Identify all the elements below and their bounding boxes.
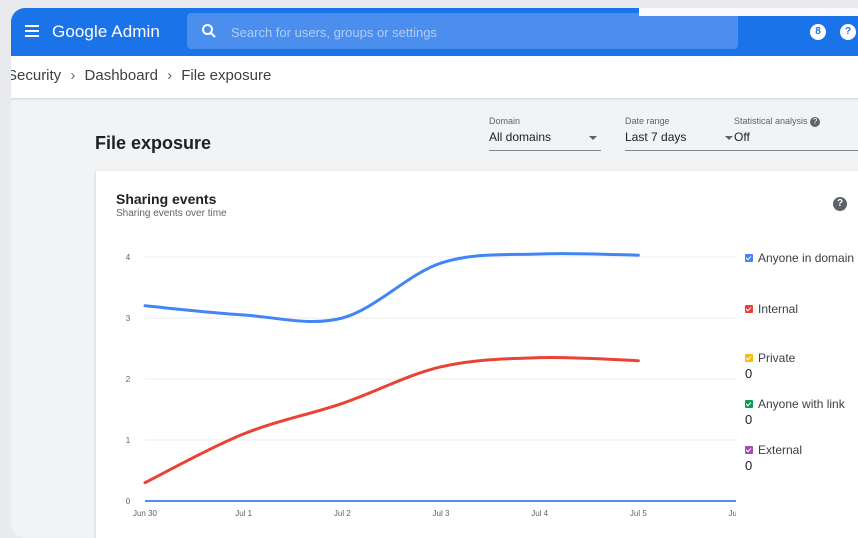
x-tick-label: Jul 6: [729, 509, 736, 518]
legend-count: 0: [745, 366, 753, 381]
sharing-events-chart: 0 1 2 3 4 Jun 30 Jul 1 Jul 2 Jul 3 Jul 4 Jul 5 Jul …: [126, 252, 736, 518]
x-tick-label: Jul 3: [433, 509, 450, 518]
statistical-analysis-select[interactable]: Off: [734, 128, 858, 151]
legend-count: 0: [745, 458, 753, 473]
dropdown-arrow-icon: [589, 136, 597, 140]
checkbox-icon[interactable]: [745, 305, 753, 313]
search-input[interactable]: [229, 21, 713, 43]
checkbox-icon[interactable]: [745, 400, 753, 408]
statistical-analysis-label-text: Statistical analysis: [734, 116, 808, 126]
legend-row: Private: [745, 351, 795, 365]
sharing-events-card: Sharing events Sharing events over time …: [96, 171, 858, 538]
checkbox-icon[interactable]: [745, 254, 753, 262]
legend-row: External: [745, 443, 802, 457]
x-tick-label: Jun 30: [133, 509, 158, 518]
page-title: File exposure: [95, 133, 212, 153]
help-icon[interactable]: ?: [840, 24, 856, 40]
legend-item-private[interactable]: Private 0: [745, 351, 795, 381]
card-title: Sharing events: [116, 191, 217, 207]
card-subtitle: Sharing events over time: [116, 208, 227, 219]
google-admin-logo[interactable]: Google Admin: [52, 22, 160, 41]
domain-select-value: All domains: [489, 130, 552, 144]
y-tick-label: 1: [126, 436, 131, 445]
legend-count: 0: [745, 412, 753, 427]
x-tick-label: Jul 4: [531, 509, 548, 518]
domain-filter-label: Domain: [489, 116, 521, 126]
legend-row: Internal: [745, 302, 798, 316]
legend-row: Anyone with link: [745, 397, 845, 411]
series-line-anyone-in-domain: [143, 252, 640, 324]
checkbox-icon[interactable]: [745, 354, 753, 362]
domain-select[interactable]: All domains: [489, 128, 601, 151]
top-strip: [639, 8, 858, 16]
statistical-analysis-value: Off: [734, 130, 750, 144]
y-tick-label: 3: [126, 314, 131, 323]
help-icon[interactable]: ?: [810, 116, 821, 127]
checkbox-icon[interactable]: [745, 446, 753, 454]
breadcrumb-file-exposure: File exposure: [181, 67, 272, 84]
statistical-analysis-label: Statistical analysis ?: [734, 116, 858, 128]
breadcrumb-separator: ›: [167, 67, 173, 84]
notifications-icon[interactable]: 8: [810, 24, 826, 40]
x-tick-label: Jul 1: [235, 509, 252, 518]
legend-row: Anyone in domain: [745, 251, 854, 265]
search-icon[interactable]: [201, 23, 217, 39]
breadcrumb-security[interactable]: Security: [11, 67, 62, 84]
menu-icon[interactable]: [25, 25, 39, 37]
date-range-filter: Date range Last 7 days: [625, 116, 737, 151]
legend-label: Private: [758, 351, 796, 365]
breadcrumb-bar: Security › Dashboard › File exposure: [11, 56, 858, 98]
breadcrumb-separator: ›: [70, 67, 76, 84]
dropdown-arrow-icon: [725, 136, 733, 140]
y-tick-label: 0: [126, 497, 131, 506]
search-box[interactable]: [187, 13, 738, 49]
legend-item-external[interactable]: External 0: [745, 443, 802, 473]
date-range-value: Last 7 days: [625, 130, 687, 144]
legend-label: Anyone in domain: [758, 251, 855, 265]
date-range-select[interactable]: Last 7 days: [625, 128, 737, 151]
help-icon[interactable]: ?: [833, 197, 847, 211]
domain-filter: Domain All domains: [489, 116, 601, 151]
x-tick-label: Jul 5: [630, 509, 647, 518]
breadcrumb: Security › Dashboard › File exposure: [11, 67, 271, 84]
legend-item-anyone-with-link[interactable]: Anyone with link 0: [745, 397, 845, 427]
y-tick-label: 4: [126, 253, 131, 262]
y-tick-label: 2: [126, 375, 131, 384]
app-bar: Google Admin 8 ?: [11, 8, 858, 56]
breadcrumb-dashboard[interactable]: Dashboard: [84, 67, 158, 84]
x-tick-label: Jul 2: [334, 509, 351, 518]
legend-label: Internal: [758, 302, 799, 316]
series-line-internal: [143, 355, 640, 485]
legend-label: Anyone with link: [758, 397, 845, 411]
statistical-analysis-filter: Statistical analysis ? Off: [734, 116, 858, 151]
legend-item-internal[interactable]: Internal: [745, 302, 798, 316]
admin-window: Google Admin 8 ? Security › Dashboard › …: [11, 8, 858, 538]
legend-item-anyone-in-domain[interactable]: Anyone in domain: [745, 251, 854, 265]
date-range-label: Date range: [625, 116, 670, 126]
legend-label: External: [758, 443, 803, 457]
